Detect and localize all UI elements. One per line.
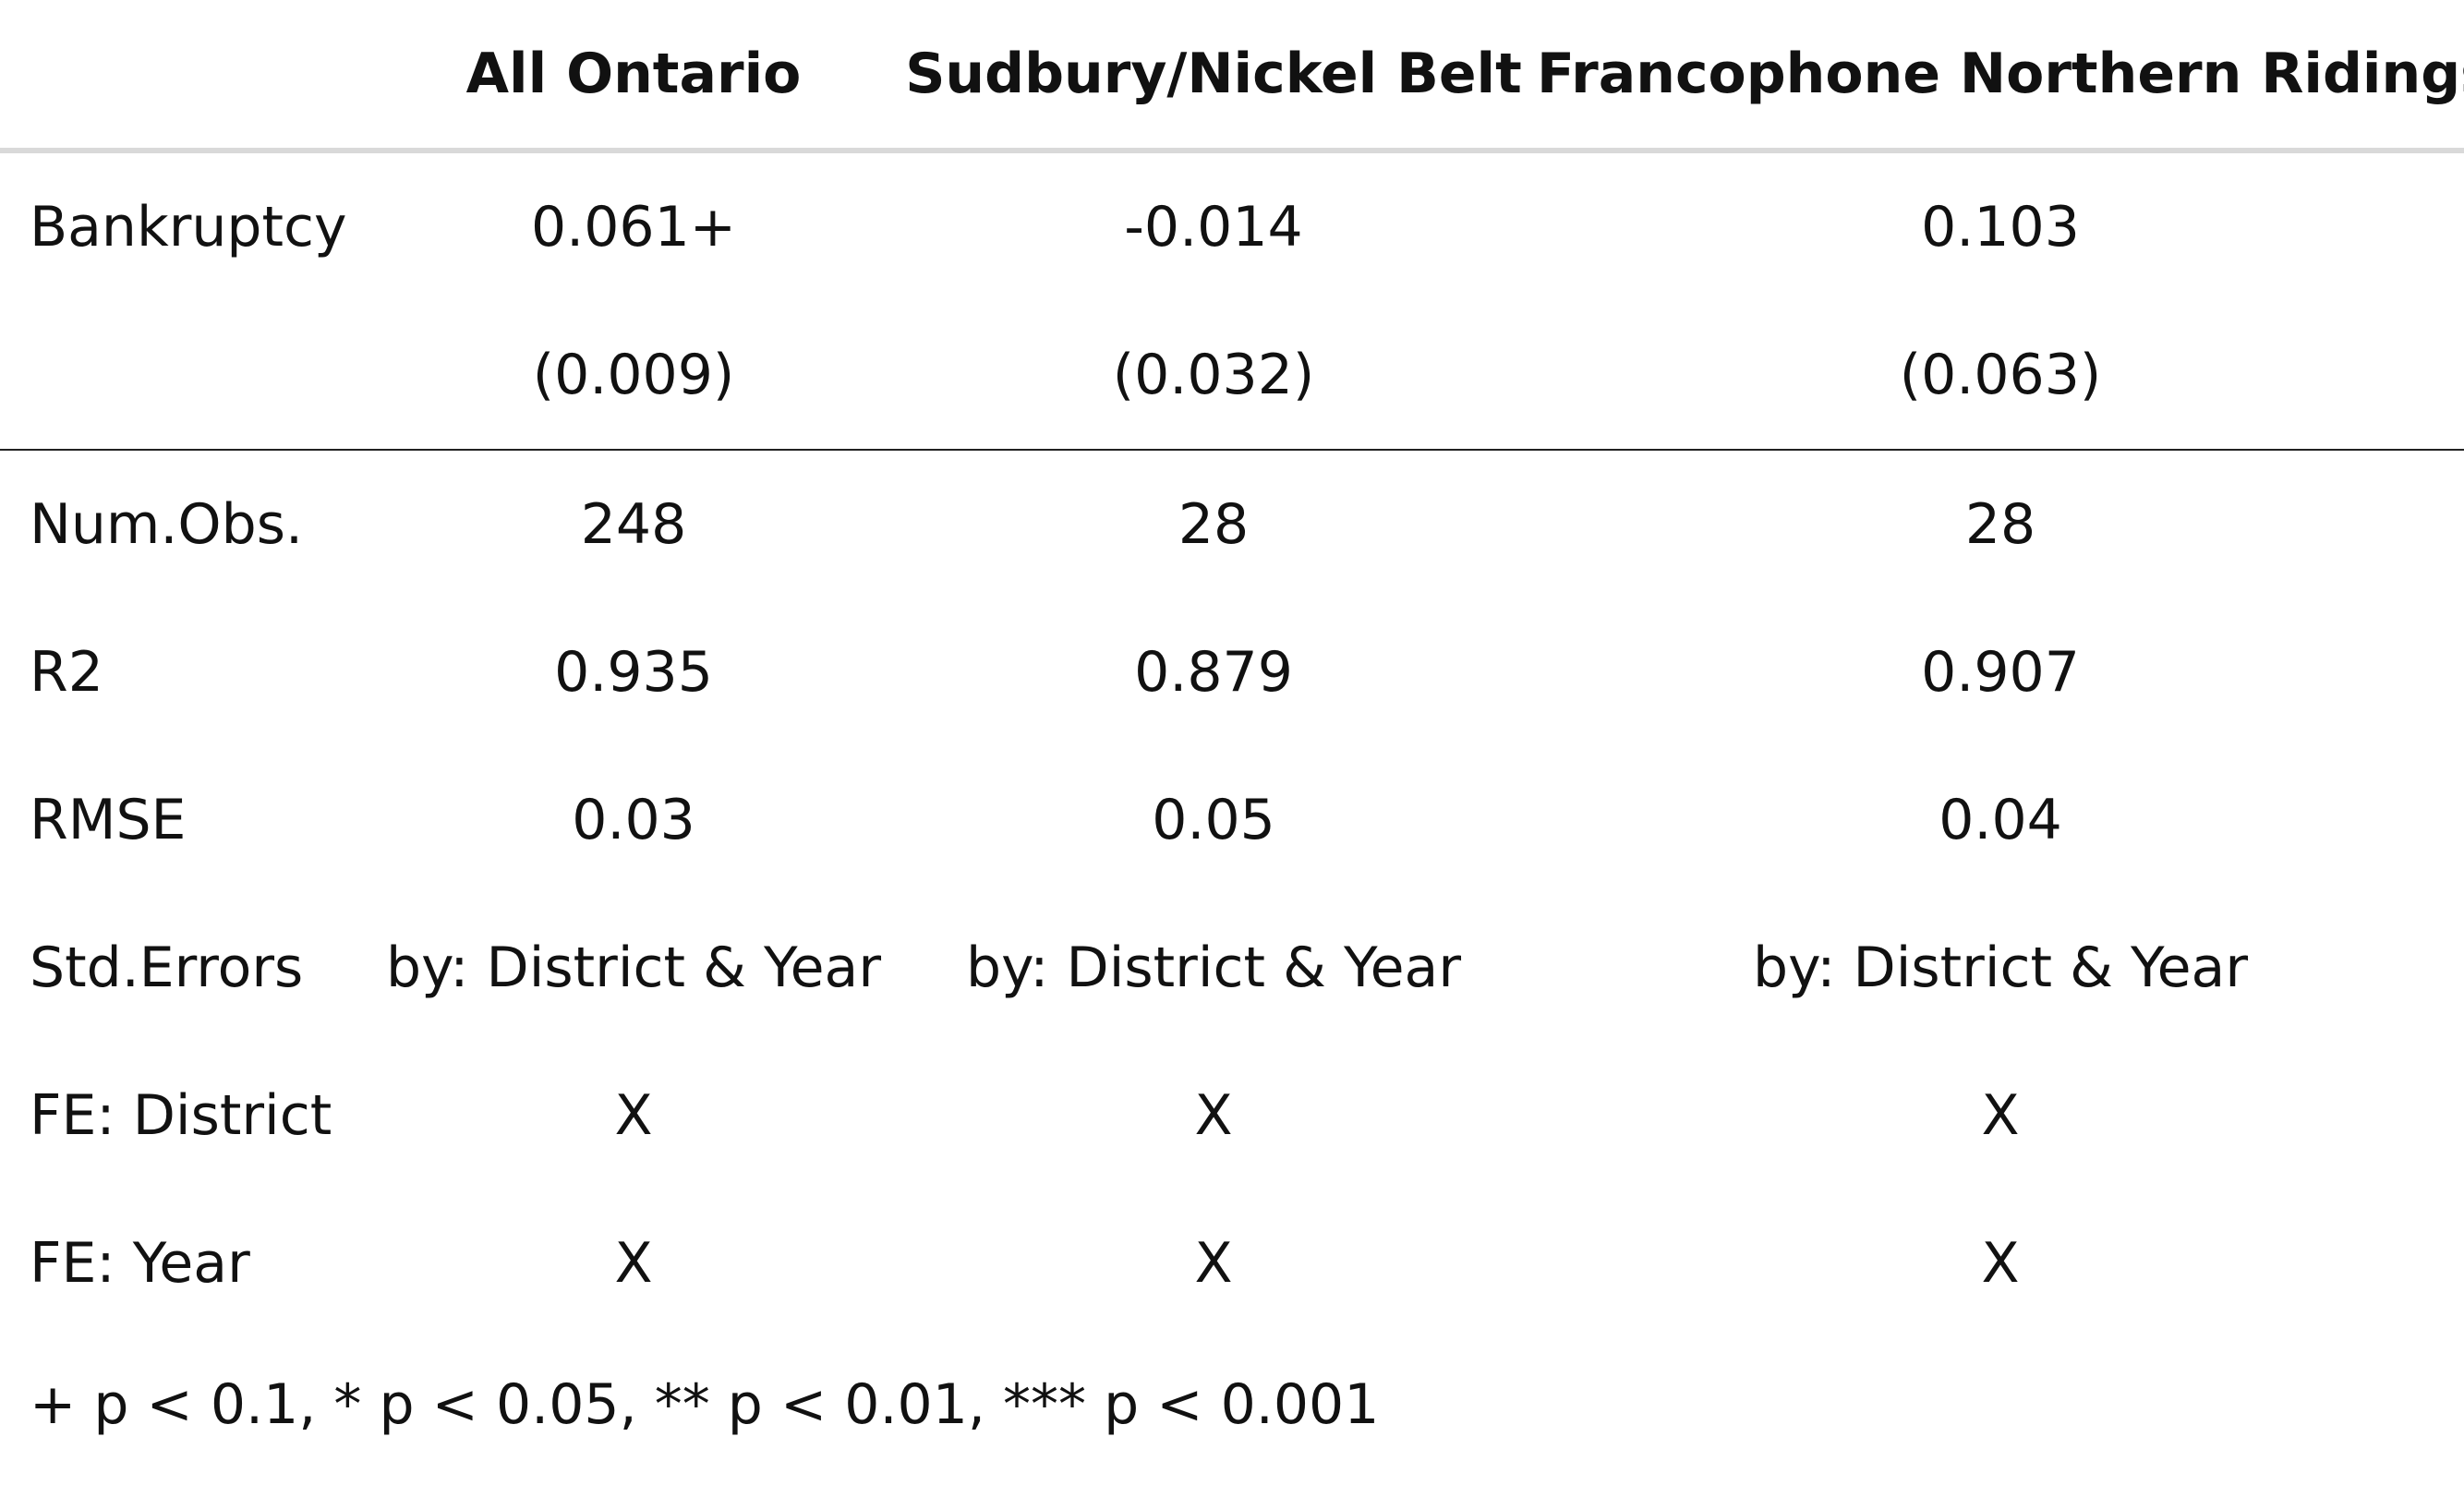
- stat-value: 0.03: [572, 788, 695, 852]
- stat-value: 0.907: [1921, 640, 2080, 705]
- stat-row-num-obs: Num.Obs. 248 28 28: [0, 450, 2464, 598]
- stat-value: X: [614, 1083, 653, 1148]
- stat-value: by: District & Year: [386, 936, 881, 1000]
- coefficient-row: Bankruptcy 0.061+ -0.014 0.103: [0, 151, 2464, 301]
- header-francophone-northern-ridings: Francophone Northern Ridings: [1537, 0, 2464, 153]
- stat-value: 28: [1964, 492, 2036, 557]
- stat-value: X: [1981, 1231, 2020, 1296]
- stat-value: X: [1981, 1083, 2020, 1148]
- std-error-value: (0.009): [377, 301, 890, 451]
- stat-value: 0.04: [1939, 788, 2062, 852]
- stat-value: 0.935: [554, 640, 713, 705]
- stat-value: 248: [580, 492, 687, 557]
- stat-value: by: District & Year: [966, 936, 1461, 1000]
- std-error-row: (0.009) (0.032) (0.063): [0, 301, 2464, 451]
- stat-row-std-errors: Std.Errors by: District & Year by: Distr…: [0, 894, 2464, 1042]
- stat-value: X: [1194, 1083, 1233, 1148]
- stat-value: 0.879: [1134, 640, 1293, 705]
- coefficient-estimate: 0.103: [1921, 195, 2080, 260]
- row-label: Num.Obs.: [30, 492, 304, 557]
- stat-value: X: [614, 1231, 653, 1296]
- row-label: RMSE: [30, 788, 187, 852]
- stat-value: 0.05: [1152, 788, 1275, 852]
- stat-row-rmse: RMSE 0.03 0.05 0.04: [0, 746, 2464, 894]
- stat-value: by: District & Year: [1753, 936, 2248, 1000]
- header-all-ontario: All Ontario: [377, 0, 890, 153]
- stat-row-r2: R2 0.935 0.879 0.907: [0, 598, 2464, 746]
- row-label: R2: [30, 640, 103, 705]
- coefficient-estimate: -0.014: [1124, 195, 1303, 260]
- header-stub: [0, 0, 377, 153]
- row-label: FE: District: [30, 1083, 332, 1148]
- coefficient-estimate: 0.061+: [530, 195, 737, 260]
- stat-value: 28: [1178, 492, 1250, 557]
- regression-table: All Ontario Sudbury/Nickel Belt Francoph…: [0, 0, 2464, 1337]
- std-error-value: (0.063): [1537, 301, 2464, 451]
- row-label: Bankruptcy: [30, 195, 347, 260]
- row-label-empty: [0, 301, 377, 451]
- stat-row-fe-year: FE: Year X X X: [0, 1189, 2464, 1337]
- stat-value: X: [1194, 1231, 1233, 1296]
- header-row: All Ontario Sudbury/Nickel Belt Francoph…: [0, 0, 2464, 153]
- row-label: Std.Errors: [30, 936, 304, 1000]
- std-error-value: (0.032): [890, 301, 1537, 451]
- header-sudbury-nickel-belt: Sudbury/Nickel Belt: [890, 0, 1537, 153]
- row-label: FE: Year: [30, 1231, 250, 1296]
- significance-footnote: + p < 0.1, * p < 0.05, ** p < 0.01, *** …: [30, 1372, 1380, 1437]
- stat-row-fe-district: FE: District X X X: [0, 1042, 2464, 1189]
